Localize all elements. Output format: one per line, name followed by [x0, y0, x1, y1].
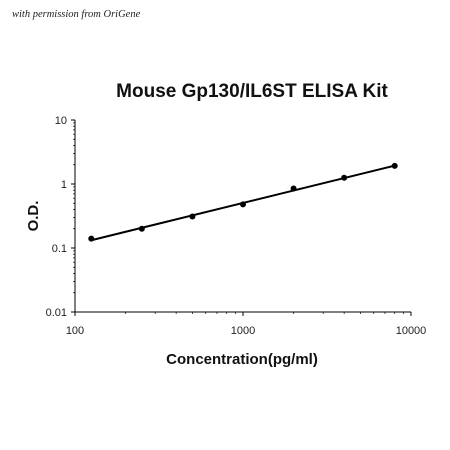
data-point — [240, 201, 246, 208]
y-tick-label: 0.1 — [52, 243, 67, 255]
x-tick-label: 1000 — [231, 325, 255, 337]
watermark-text: with permission from OriGene — [12, 9, 141, 20]
data-point — [341, 174, 348, 181]
axes — [74, 120, 411, 313]
y-tick-label: 1 — [61, 179, 67, 191]
data-points — [88, 162, 398, 242]
data-point — [138, 225, 145, 232]
y-tick-label: 0.01 — [46, 307, 67, 319]
data-point — [391, 162, 398, 169]
data-point — [290, 185, 297, 192]
x-tick-label: 100 — [66, 325, 84, 337]
data-point — [88, 235, 95, 242]
y-axis-label: O.D. — [25, 201, 42, 232]
y-tick-label: 10 — [55, 115, 67, 127]
chart-title: Mouse Gp130/IL6ST ELISA Kit — [116, 81, 388, 102]
data-point — [189, 213, 196, 220]
ticks: 10 1 0.1 0.01 100 1000 10000 — [46, 115, 427, 337]
x-tick-label: 10000 — [396, 325, 427, 337]
x-axis-label: Concentration(pg/ml) — [166, 351, 318, 368]
